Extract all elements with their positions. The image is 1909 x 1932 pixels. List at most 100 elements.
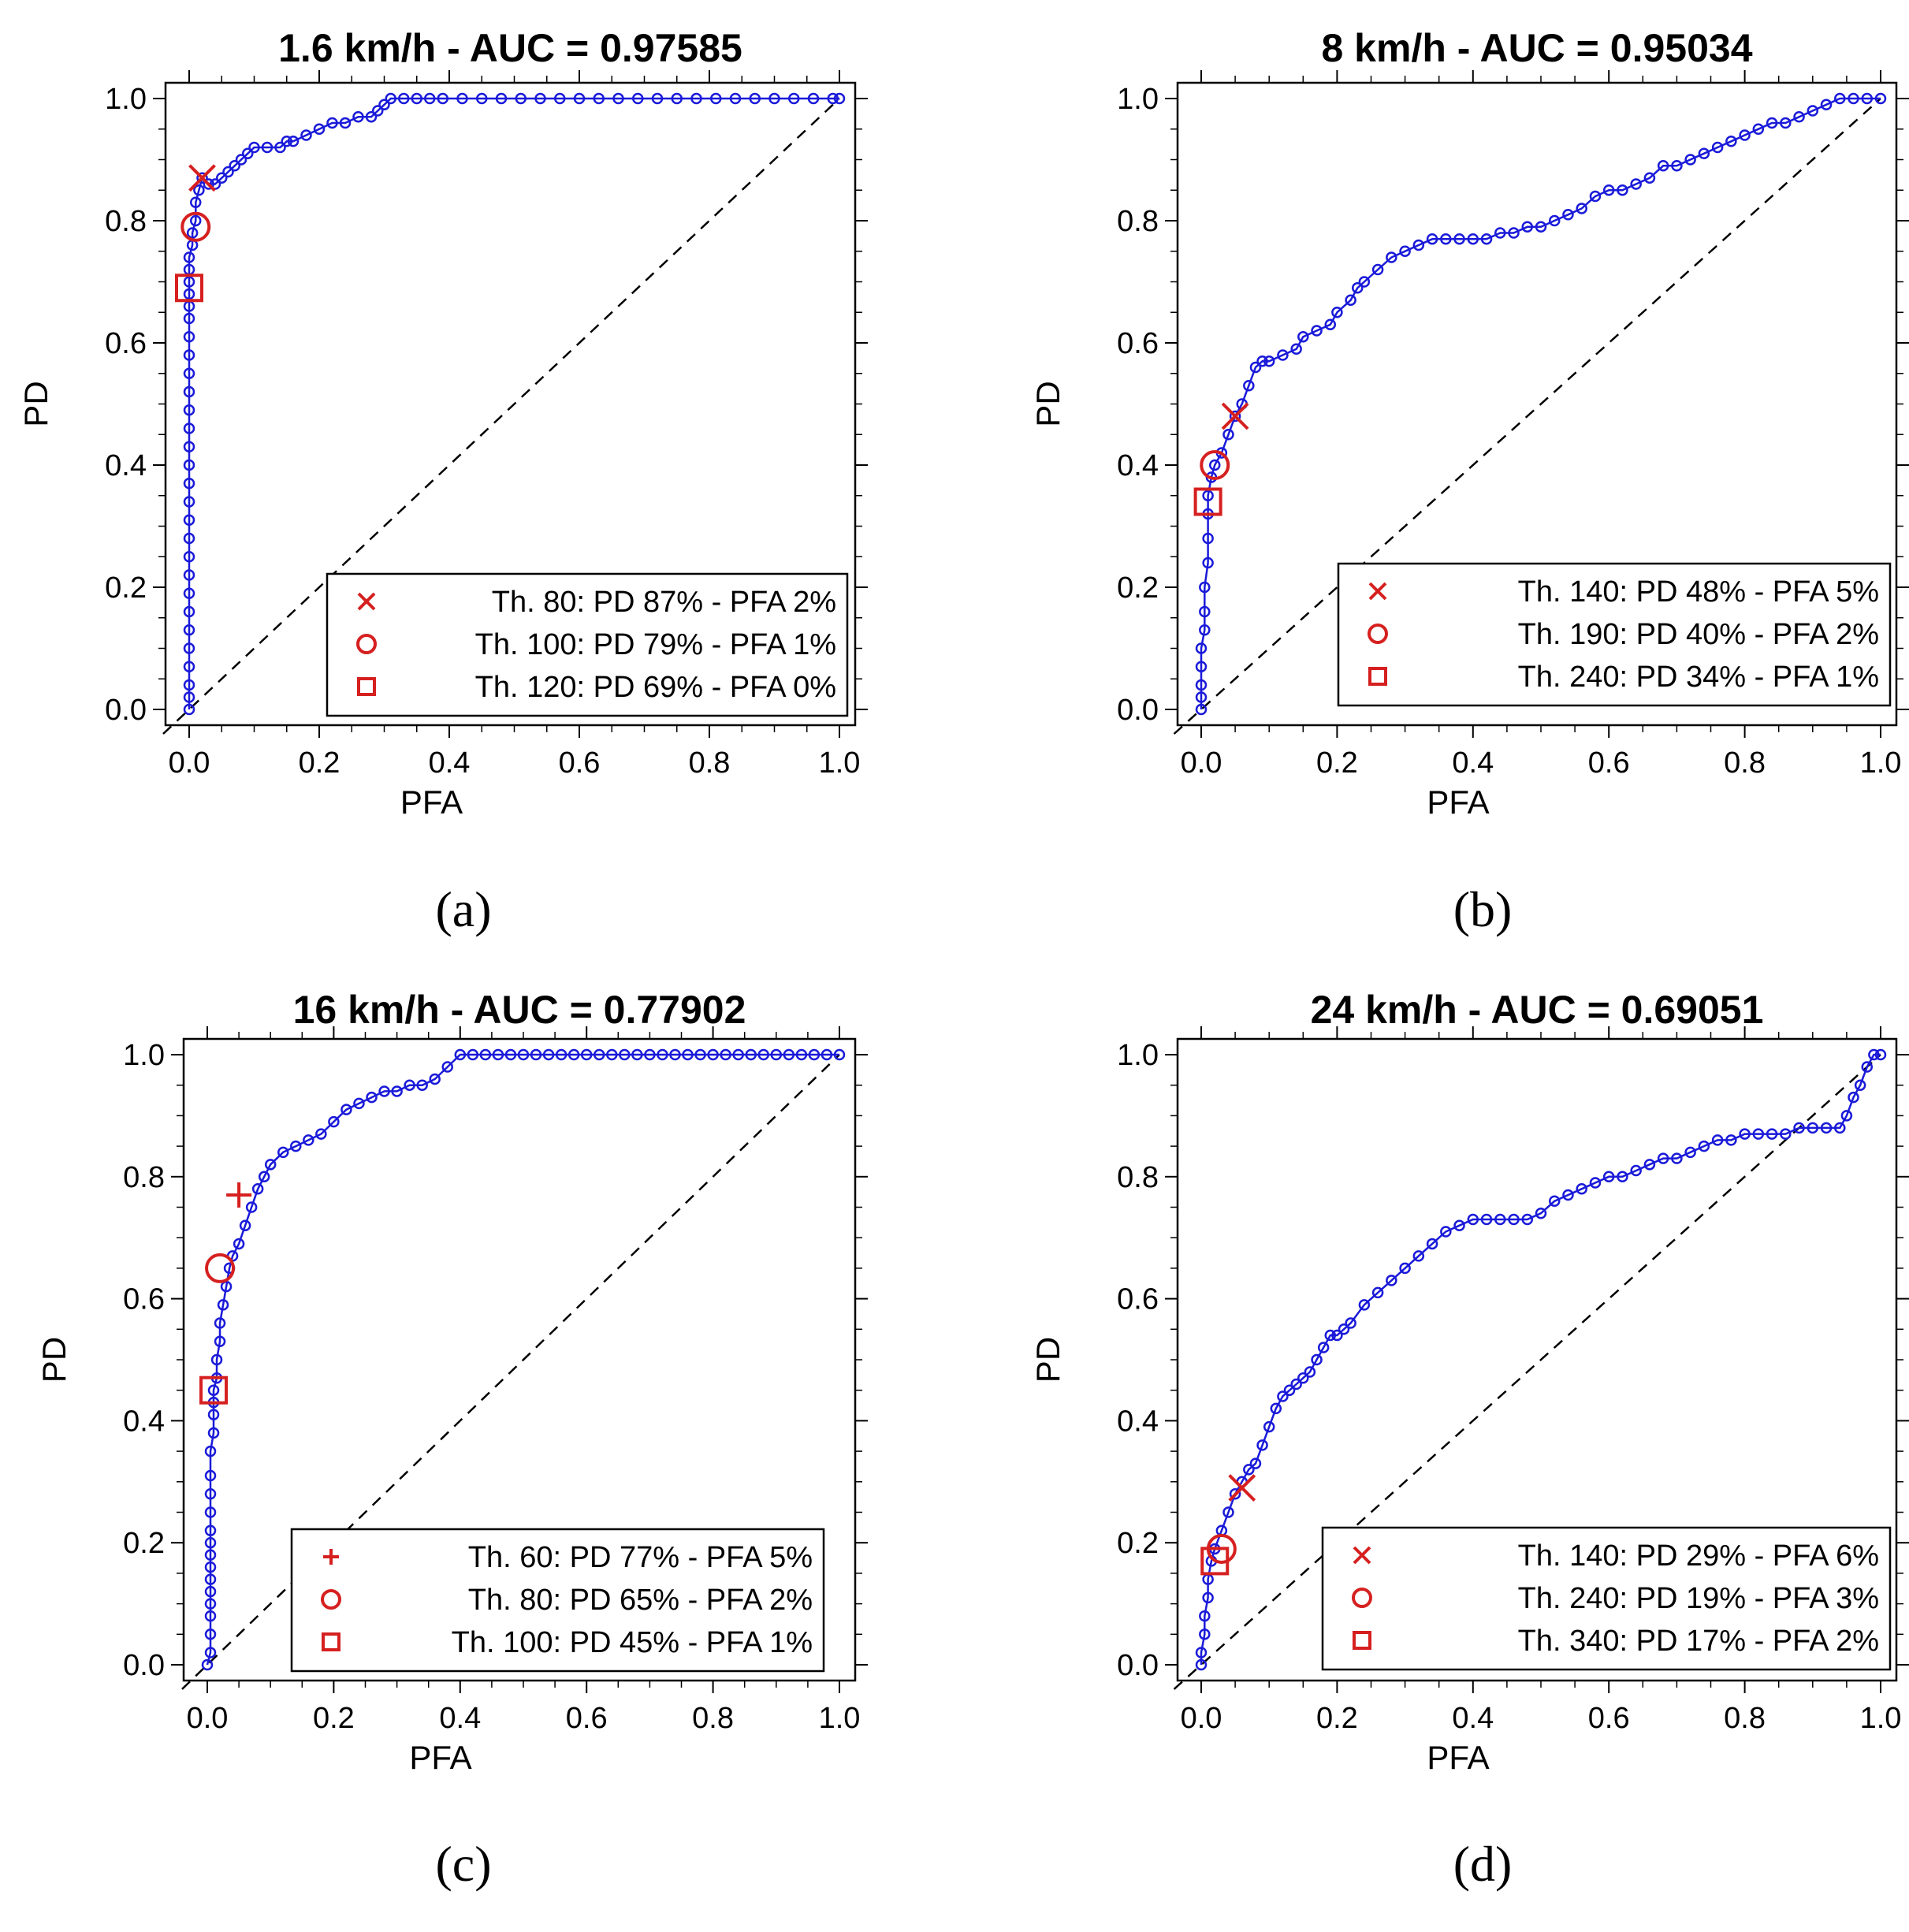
y-tick-label: 1.0 bbox=[123, 1039, 165, 1072]
roc-point bbox=[183, 587, 195, 599]
roc-point bbox=[193, 184, 205, 196]
roc-point bbox=[1290, 1378, 1302, 1390]
roc-point bbox=[183, 288, 195, 300]
roc-point bbox=[1331, 1329, 1343, 1342]
roc-point bbox=[183, 385, 195, 398]
roc-point bbox=[669, 1048, 681, 1061]
y-axis-label: PD bbox=[1029, 1337, 1066, 1383]
roc-point bbox=[530, 1048, 542, 1061]
roc-point bbox=[1399, 1262, 1411, 1275]
roc-point bbox=[1338, 1323, 1350, 1335]
roc-point bbox=[204, 1488, 217, 1500]
legend-marker-x bbox=[1368, 582, 1387, 601]
roc-point bbox=[1426, 233, 1438, 245]
roc-point bbox=[682, 1048, 694, 1061]
roc-point bbox=[1229, 410, 1241, 423]
legend-entry: Th. 240: PD 34% - PFA 1% bbox=[1518, 661, 1879, 694]
legend-marker-plus bbox=[323, 1549, 339, 1565]
roc-point bbox=[593, 92, 605, 105]
roc-point bbox=[827, 92, 839, 105]
legend-marker-square bbox=[322, 1632, 340, 1651]
roc-point bbox=[204, 1629, 217, 1640]
roc-point bbox=[631, 1048, 643, 1061]
roc-point bbox=[1807, 105, 1819, 117]
roc-point bbox=[1535, 221, 1547, 233]
roc-point bbox=[757, 1048, 770, 1061]
roc-point bbox=[770, 1048, 783, 1061]
roc-point bbox=[1208, 459, 1221, 471]
roc-point bbox=[398, 92, 410, 105]
roc-point bbox=[196, 172, 208, 184]
roc-point bbox=[233, 1238, 245, 1250]
roc-point bbox=[710, 92, 722, 105]
operating-point-square bbox=[1193, 487, 1222, 516]
roc-point bbox=[720, 1048, 731, 1061]
legend: Th. 140: PD 48% - PFA 5% Th. 190: PD 40% … bbox=[1337, 562, 1892, 707]
roc-point bbox=[1371, 1286, 1384, 1299]
panel-label: (c) bbox=[435, 1836, 491, 1892]
roc-point bbox=[1371, 263, 1384, 276]
roc-point bbox=[183, 661, 195, 672]
roc-point bbox=[378, 99, 390, 110]
roc-point bbox=[657, 1048, 668, 1061]
y-tick-label: 0.0 bbox=[1117, 694, 1159, 727]
roc-point bbox=[235, 154, 247, 166]
roc-point bbox=[1195, 1658, 1208, 1671]
roc-point bbox=[287, 136, 300, 147]
roc-point bbox=[1868, 1048, 1880, 1061]
roc-point bbox=[1467, 233, 1479, 245]
roc-point bbox=[1263, 356, 1275, 367]
roc-point bbox=[1793, 111, 1805, 123]
roc-point bbox=[1780, 117, 1792, 129]
x-tick-label: 0.2 bbox=[1316, 1702, 1358, 1735]
legend-marker-square bbox=[357, 677, 376, 696]
roc-point bbox=[1521, 221, 1534, 233]
roc-point bbox=[1352, 282, 1364, 294]
roc-point bbox=[1508, 1213, 1520, 1226]
roc-point bbox=[441, 1061, 454, 1073]
roc-point bbox=[1297, 1372, 1309, 1384]
roc-point bbox=[644, 1048, 656, 1061]
roc-point bbox=[1698, 1140, 1710, 1152]
roc-point bbox=[1630, 178, 1642, 190]
roc-point bbox=[612, 92, 624, 105]
roc-point bbox=[1602, 1171, 1615, 1183]
roc-point bbox=[1412, 1250, 1425, 1262]
roc-point bbox=[1657, 1152, 1669, 1164]
roc-point bbox=[1297, 331, 1309, 343]
x-tick-label: 0.4 bbox=[439, 1702, 481, 1735]
legend-box bbox=[290, 1528, 825, 1673]
roc-point bbox=[707, 1048, 719, 1061]
legend-entry: Th. 240: PD 19% - PFA 3% bbox=[1518, 1582, 1879, 1615]
roc-point bbox=[204, 1561, 217, 1573]
legend: Th. 140: PD 29% - PFA 6% Th. 240: PD 19% … bbox=[1321, 1526, 1892, 1671]
roc-point bbox=[1256, 356, 1268, 367]
roc-point bbox=[619, 1048, 631, 1061]
operating-point-plus bbox=[226, 1182, 252, 1208]
x-axis-label: PFA bbox=[1427, 1739, 1489, 1776]
roc-point bbox=[1548, 1195, 1561, 1208]
roc-point bbox=[1834, 1122, 1846, 1134]
y-tick-label: 0.2 bbox=[1117, 1527, 1159, 1560]
roc-point bbox=[239, 1219, 251, 1231]
roc-point bbox=[186, 227, 199, 239]
chance-diagonal bbox=[162, 98, 840, 735]
y-tick-label: 0.6 bbox=[105, 327, 147, 360]
panel-label: (d) bbox=[1453, 1836, 1513, 1892]
roc-point bbox=[353, 1097, 365, 1110]
y-tick-label: 0.0 bbox=[123, 1649, 165, 1682]
roc-point bbox=[1874, 92, 1887, 105]
roc-point bbox=[821, 1048, 833, 1061]
roc-point bbox=[788, 92, 800, 105]
roc-point bbox=[204, 1506, 217, 1518]
roc-point bbox=[1576, 203, 1587, 214]
roc-point bbox=[245, 1201, 258, 1213]
roc-point bbox=[190, 196, 202, 208]
roc-point bbox=[183, 605, 195, 618]
legend-marker-circle bbox=[321, 1589, 341, 1610]
roc-point bbox=[1643, 1159, 1656, 1171]
y-tick-label: 0.8 bbox=[1117, 1161, 1159, 1194]
roc-point bbox=[833, 1048, 846, 1061]
roc-point bbox=[1202, 557, 1214, 569]
y-tick-label: 0.2 bbox=[105, 571, 147, 605]
